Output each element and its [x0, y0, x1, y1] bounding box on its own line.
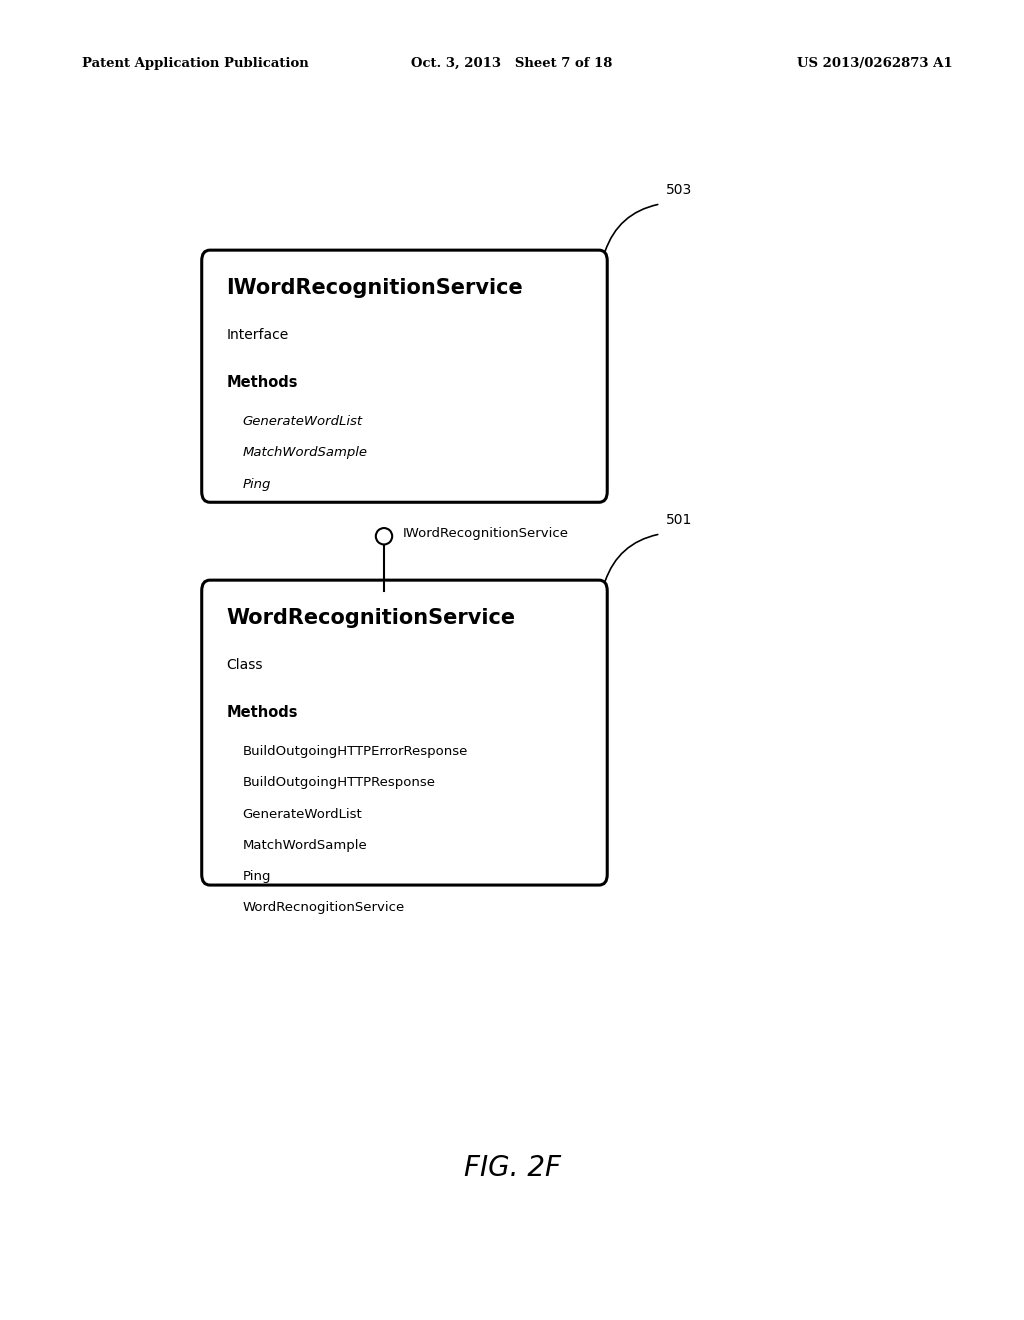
Text: 501: 501	[666, 513, 692, 527]
Text: MatchWordSample: MatchWordSample	[243, 446, 368, 459]
Text: GenerateWordList: GenerateWordList	[243, 808, 362, 821]
Text: 503: 503	[666, 183, 692, 197]
Text: Methods: Methods	[226, 375, 298, 391]
Text: Oct. 3, 2013   Sheet 7 of 18: Oct. 3, 2013 Sheet 7 of 18	[412, 57, 612, 70]
Text: Interface: Interface	[226, 329, 289, 342]
FancyBboxPatch shape	[202, 251, 607, 503]
Text: IWordRecognitionService: IWordRecognitionService	[402, 527, 568, 540]
Text: BuildOutgoingHTTPResponse: BuildOutgoingHTTPResponse	[243, 776, 435, 789]
Text: Ping: Ping	[243, 478, 271, 491]
Text: GenerateWordList: GenerateWordList	[243, 416, 362, 428]
FancyBboxPatch shape	[202, 581, 607, 884]
Text: Ping: Ping	[243, 870, 271, 883]
Text: BuildOutgoingHTTPErrorResponse: BuildOutgoingHTTPErrorResponse	[243, 746, 468, 758]
Text: MatchWordSample: MatchWordSample	[243, 840, 368, 851]
Text: Patent Application Publication: Patent Application Publication	[82, 57, 308, 70]
Ellipse shape	[376, 528, 392, 544]
Text: FIG. 2F: FIG. 2F	[464, 1154, 560, 1183]
Text: Methods: Methods	[226, 705, 298, 721]
Text: WordRecognitionService: WordRecognitionService	[226, 607, 515, 628]
Text: IWordRecognitionService: IWordRecognitionService	[226, 279, 523, 298]
Text: WordRecnogitionService: WordRecnogitionService	[243, 902, 404, 915]
Text: Class: Class	[226, 659, 263, 672]
Text: US 2013/0262873 A1: US 2013/0262873 A1	[797, 57, 952, 70]
